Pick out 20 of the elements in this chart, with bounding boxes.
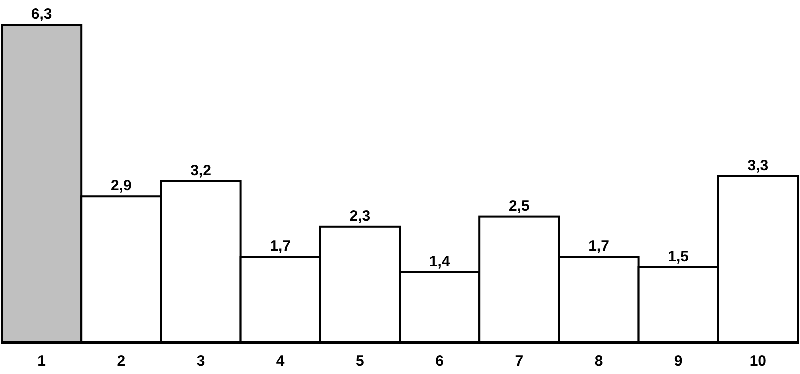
data-label: 2,9: [110, 178, 132, 195]
x-tick-label: 5: [356, 353, 364, 370]
data-label: 1,7: [588, 238, 610, 256]
x-tick-label: 2: [117, 353, 126, 370]
data-label: 3,3: [748, 157, 769, 174]
data-label: 2,3: [350, 208, 371, 225]
x-tick-label: 4: [276, 353, 286, 370]
data-label: 3,2: [190, 162, 212, 180]
x-tick-label: 6: [436, 353, 444, 370]
data-label: 6,3: [31, 6, 52, 23]
x-tick-label: 8: [594, 353, 604, 370]
x-tick-label: 3: [196, 353, 206, 370]
data-label: 1,5: [668, 248, 690, 266]
data-label: 1,7: [270, 238, 292, 256]
x-tick-label: 7: [515, 353, 524, 370]
x-tick-label: 9: [674, 353, 683, 370]
x-tick-label: 1: [38, 353, 46, 370]
data-label: 2,5: [508, 198, 530, 215]
data-label: 1,4: [429, 253, 451, 270]
x-tick-label: 10: [750, 353, 767, 370]
